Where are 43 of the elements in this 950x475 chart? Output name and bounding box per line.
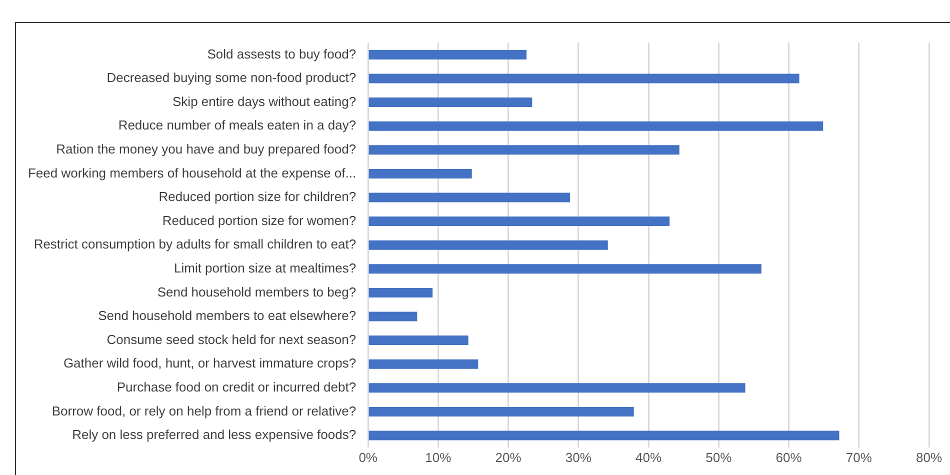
y-tick-label: Borrow food, or rely on help from a friend or relative? (52, 403, 356, 418)
bar (368, 168, 472, 178)
bar (368, 192, 570, 202)
x-tick-label: 60% (776, 450, 802, 465)
y-tick-label: Skip entire days without eating? (172, 94, 356, 109)
bar (368, 145, 680, 155)
bar (368, 74, 800, 84)
x-tick-label: 80% (916, 450, 942, 465)
y-tick-label: Consume seed stock held for next season? (106, 332, 356, 347)
bar (368, 50, 527, 60)
y-tick-label: Sold assests to buy food? (207, 46, 356, 62)
bar (368, 336, 468, 346)
x-tick-label: 40% (636, 450, 662, 465)
x-tick-label: 20% (495, 450, 522, 465)
y-tick-label: Feed working members of household at the expense of... (28, 165, 356, 180)
y-tick-label: Send household members to beg? (157, 284, 356, 300)
bar (368, 359, 478, 369)
x-tick-label: 30% (565, 450, 592, 465)
x-tick-label: 0% (358, 450, 378, 465)
y-tick-label: Decreased buying some non-food product? (106, 70, 356, 86)
x-tick-label: 70% (846, 450, 872, 465)
y-tick-label: Reduce number of meals eaten in a day? (118, 118, 356, 133)
bar (368, 264, 762, 274)
y-tick-label: Purchase food on credit or incurred debt? (116, 379, 356, 394)
bar (368, 121, 824, 131)
bar (368, 98, 532, 108)
bar (368, 240, 608, 250)
y-tick-label: Gather wild food, hunt, or harvest immature crops? (63, 356, 356, 371)
y-tick-label: Send household members to eat elsewhere? (98, 308, 356, 324)
bar (368, 288, 433, 298)
y-tick-label: Reduced portion size for women? (162, 212, 356, 228)
y-tick-label: Restrict consumption by adults for small children to eat? (34, 236, 356, 252)
bar (368, 216, 670, 226)
x-tick-label: 50% (706, 450, 732, 465)
bar (368, 406, 634, 416)
bar (368, 383, 746, 393)
y-tick-label: Reduced portion size for children? (158, 189, 356, 204)
x-tick-label: 10% (425, 450, 452, 465)
y-tick-label: Rely on less preferred and less expensive foods? (72, 427, 356, 442)
bar (368, 312, 418, 322)
y-tick-label: Limit portion size at mealtimes? (174, 260, 356, 276)
bar (368, 430, 840, 440)
y-tick-label: Ration the money you have and buy prepared food? (56, 141, 356, 156)
